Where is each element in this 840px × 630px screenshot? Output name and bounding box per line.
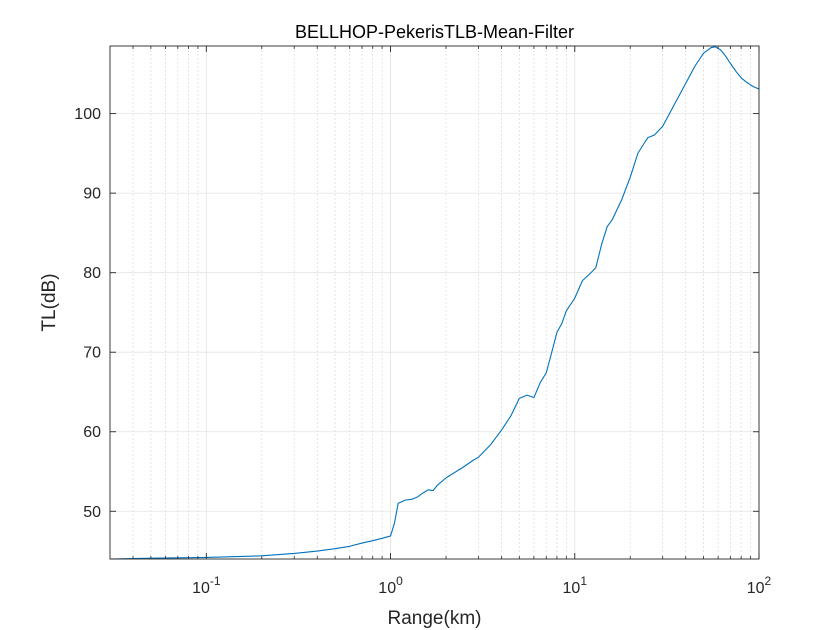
axes-box (109, 45, 760, 560)
tl-curve (109, 46, 760, 560)
x-tick-labels: 10-1 100 101 102 (192, 574, 771, 597)
x-tick-label: 102 (747, 574, 772, 597)
x-axis-label: Range(km) (388, 608, 482, 629)
x-tick-label: 10-1 (192, 574, 221, 597)
y-tick-label: 60 (83, 424, 101, 441)
plot-area (110, 46, 759, 559)
y-tick-labels: 50 60 70 80 90 100 (74, 106, 101, 521)
chart-title: BELLHOP-PekerisTLB-Mean-Filter (295, 22, 574, 42)
y-tick-label: 80 (83, 265, 101, 282)
x-tick-label: 100 (378, 574, 403, 597)
y-tick-label: 70 (83, 345, 101, 362)
y-tick-label: 50 (83, 504, 101, 521)
grid-lines (110, 46, 760, 559)
y-axis-label: TL(dB) (39, 273, 60, 331)
y-tick-label: 90 (83, 186, 101, 203)
axis-ticks (110, 46, 760, 559)
x-tick-label: 101 (563, 574, 588, 597)
y-tick-label: 100 (74, 106, 101, 123)
